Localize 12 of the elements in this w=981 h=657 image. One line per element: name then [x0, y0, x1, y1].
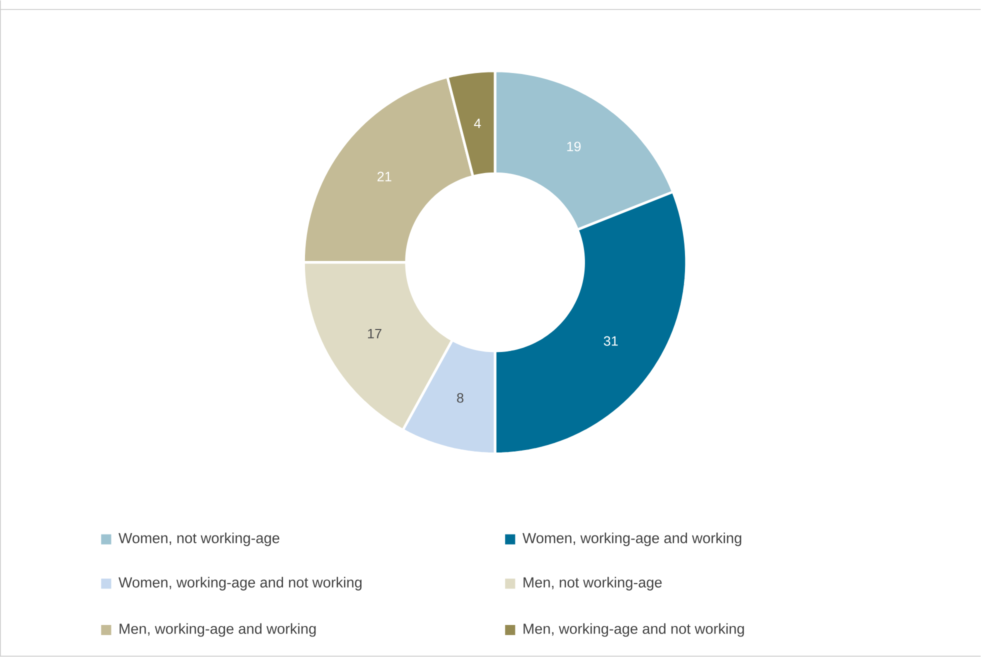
legend-label: Women, not working-age [118, 532, 280, 546]
data-label: 4 [474, 118, 481, 128]
legend-label: Men, not working-age [524, 577, 662, 591]
legend-label: Men, working-age and not working [524, 623, 744, 637]
data-label: 19 [567, 142, 581, 152]
legend-label: Women, working-age and not working [118, 577, 362, 591]
data-label: 21 [378, 172, 392, 182]
legend-label: Men, working-age and working [120, 623, 316, 637]
data-label: 31 [604, 336, 618, 346]
legend-label: Women, working-age and working [522, 532, 742, 546]
data-label: 17 [368, 329, 382, 338]
data-label: 8 [457, 393, 464, 403]
